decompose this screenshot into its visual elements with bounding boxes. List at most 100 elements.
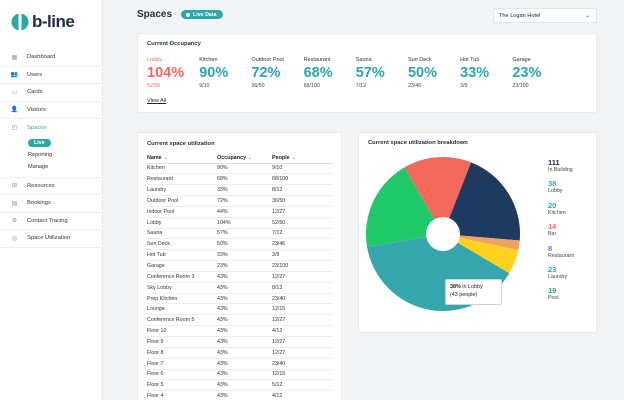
table-row[interactable]: Hot Tub 33% 3/9 — [147, 249, 333, 262]
occupancy-count: 36/50 — [251, 83, 265, 89]
cell-name: Outdoor Pool — [147, 195, 217, 207]
column-header-people[interactable]: People ⌄ — [272, 153, 333, 164]
table-row[interactable]: Outdoor Pool 72% 36/50 — [147, 195, 333, 207]
cell-people: 5/12 — [272, 379, 333, 392]
table-row[interactable]: Indoor Pool 44% 12/27 — [147, 206, 333, 218]
visitor-icon: 👤 — [10, 107, 19, 114]
occupancy-item[interactable]: Kitchen 90% 9/10 — [199, 57, 251, 89]
spaces-icon: ◰ — [11, 125, 18, 132]
cell-occupancy: 43% — [217, 282, 272, 294]
occupancy-count: 3/9 — [460, 83, 468, 89]
view-all-link[interactable]: View All — [147, 98, 167, 104]
sidebar-item-contact-tracing[interactable]: ⚙ Contact Tracing — [0, 213, 103, 230]
cell-people: 68/100 — [272, 173, 333, 186]
occupancy-space-name: Lobby — [147, 57, 162, 63]
live-dot-icon — [186, 12, 190, 17]
table-row[interactable]: Floor 4 43% 4/12 — [147, 390, 333, 400]
column-header-name[interactable]: Name ⌄ — [147, 153, 217, 164]
sidebar-item-resources[interactable]: ⊞ Resources — [0, 178, 103, 195]
pie-slice-bar[interactable] — [404, 157, 472, 234]
sidebar-item-dashboard[interactable]: ▦ Dashboard — [0, 49, 103, 67]
table-row[interactable]: Floor 9 43% 12/27 — [147, 336, 333, 348]
cell-people: 36/50 — [272, 195, 333, 207]
cell-people: 8/12 — [272, 184, 333, 197]
table-row[interactable]: Floor 5 43% 5/12 — [147, 379, 333, 392]
contact-tracing-icon: ⚙ — [11, 218, 18, 225]
occupancy-item[interactable]: Restaurant 68% 68/100 — [304, 57, 356, 89]
table-row[interactable]: Floor 7 43% 23/40 — [147, 358, 333, 370]
occupancy-item[interactable]: Outdoor Pool 72% 36/50 — [251, 57, 303, 89]
cell-occupancy: 57% — [217, 228, 272, 240]
occupancy-item[interactable]: Hot Tub 33% 3/9 — [460, 57, 512, 89]
sidebar-live-pill: Live — [28, 138, 51, 147]
pie-slice-slice-5[interactable] — [443, 234, 520, 251]
legend-item: 38 Lobby — [548, 180, 574, 201]
cell-name: Floor 8 — [147, 347, 217, 359]
legend-value: 20 — [548, 200, 557, 210]
legend-item: 111 In Building — [548, 159, 574, 180]
table-row[interactable]: Floor 6 43% 12/15 — [147, 369, 333, 381]
table-row[interactable]: Kitchen 90% 9/10 — [147, 163, 333, 175]
cell-name: Sun Deck — [147, 238, 217, 251]
cell-name: Hot Tub — [147, 249, 217, 262]
occupancy-item[interactable]: Garage 23% 23/100 — [512, 57, 564, 89]
cell-people: 23/40 — [272, 358, 333, 370]
sidebar-subitem-live[interactable]: Live — [0, 137, 103, 149]
table-row[interactable]: Lobby 104% 52/50 — [147, 217, 333, 229]
cell-occupancy: 33% — [217, 184, 272, 197]
table-row[interactable]: Prep Kitchen 43% 23/40 — [147, 293, 333, 305]
cell-name: Conference Room 3 — [147, 271, 217, 283]
brand-logo[interactable]: b-line — [10, 12, 75, 32]
cell-name: Lobby — [147, 217, 217, 229]
pie-center-hole — [426, 217, 460, 251]
tooltip-place: in Lobby — [462, 284, 483, 290]
cell-name: Floor 6 — [147, 369, 217, 381]
sidebar-item-space-utilization[interactable]: ◎ Space Utilization — [0, 230, 103, 248]
table-row[interactable]: Conference Room 5 43% 12/27 — [147, 314, 333, 327]
sidebar-item-users[interactable]: 👥 Users — [0, 67, 103, 84]
space-utilization-title: Current space utilization — [147, 141, 215, 147]
sidebar-item-spaces[interactable]: ◰ Spaces — [0, 119, 103, 137]
table-row[interactable]: Laundry 33% 8/12 — [147, 184, 333, 197]
sidebar-item-label: Space Utilization — [27, 235, 71, 242]
pie-slice-pool[interactable] — [366, 167, 443, 248]
table-row[interactable]: Restaurant 68% 68/100 — [147, 173, 333, 186]
pie-slice-kitchen[interactable] — [443, 162, 520, 241]
space-utilization-icon: ◎ — [11, 235, 18, 242]
cell-name: Sauna — [147, 228, 217, 240]
sidebar-subitem-reporting[interactable]: Reporting — [28, 151, 53, 158]
cell-people: 8/13 — [272, 282, 333, 294]
pie-slice-slice-6[interactable] — [443, 234, 519, 274]
table-row[interactable]: Conference Room 3 43% 12/27 — [147, 271, 333, 283]
sidebar-item-cards[interactable]: ▭ Cards — [0, 84, 103, 102]
occupancy-item[interactable]: Lobby 104% 52/50 — [147, 57, 199, 89]
occupancy-space-name: Kitchen — [199, 57, 218, 63]
table-row[interactable]: Floor 10 43% 4/12 — [147, 325, 333, 337]
column-header-occupancy[interactable]: Occupancy ⌄ — [217, 153, 272, 164]
cell-occupancy: 33% — [217, 249, 272, 262]
utilization-table: Name ⌄ Occupancy ⌄ People ⌄ Kitchen 90% 9/10 R… — [147, 153, 333, 400]
occupancy-item[interactable]: Sauna 57% 7/12 — [356, 57, 408, 89]
cell-occupancy: 23% — [217, 260, 272, 272]
cell-people: 12/15 — [272, 369, 333, 381]
utilization-breakdown-card: Current space utilization breakdown 38% … — [358, 132, 597, 333]
cell-name: Conference Room 5 — [147, 314, 217, 327]
cell-name: Garage — [147, 260, 217, 272]
table-row[interactable]: Sun Deck 50% 23/46 — [147, 238, 333, 251]
table-row[interactable]: Floor 8 43% 12/27 — [147, 347, 333, 359]
occupancy-item[interactable]: Sun Deck 50% 23/46 — [408, 57, 460, 89]
sidebar-subitem-manage[interactable]: Manage — [28, 163, 49, 170]
table-row[interactable]: Sauna 57% 7/12 — [147, 228, 333, 240]
table-row[interactable]: Garage 23% 23/100 — [147, 260, 333, 272]
table-row[interactable]: Lounge 43% 12/15 — [147, 303, 333, 316]
occupancy-space-name: Outdoor Pool — [251, 57, 284, 63]
table-row[interactable]: Sky Lobby 43% 8/13 — [147, 282, 333, 294]
sidebar-item-bookings[interactable]: ▤ Bookings — [0, 195, 103, 213]
sidebar-item-visitors[interactable]: 👤 Visitors — [0, 102, 103, 119]
occupancy-count: 52/50 — [147, 83, 161, 89]
sidebar-spaces-group: ◰ Spaces Live Reporting Manage — [0, 119, 103, 178]
legend-label: In Building — [548, 167, 573, 173]
cell-people: 4/12 — [272, 390, 333, 400]
hotel-select[interactable]: The Logan Hotel ⌄ — [493, 8, 597, 23]
occupancy-percent: 90% — [199, 65, 229, 81]
